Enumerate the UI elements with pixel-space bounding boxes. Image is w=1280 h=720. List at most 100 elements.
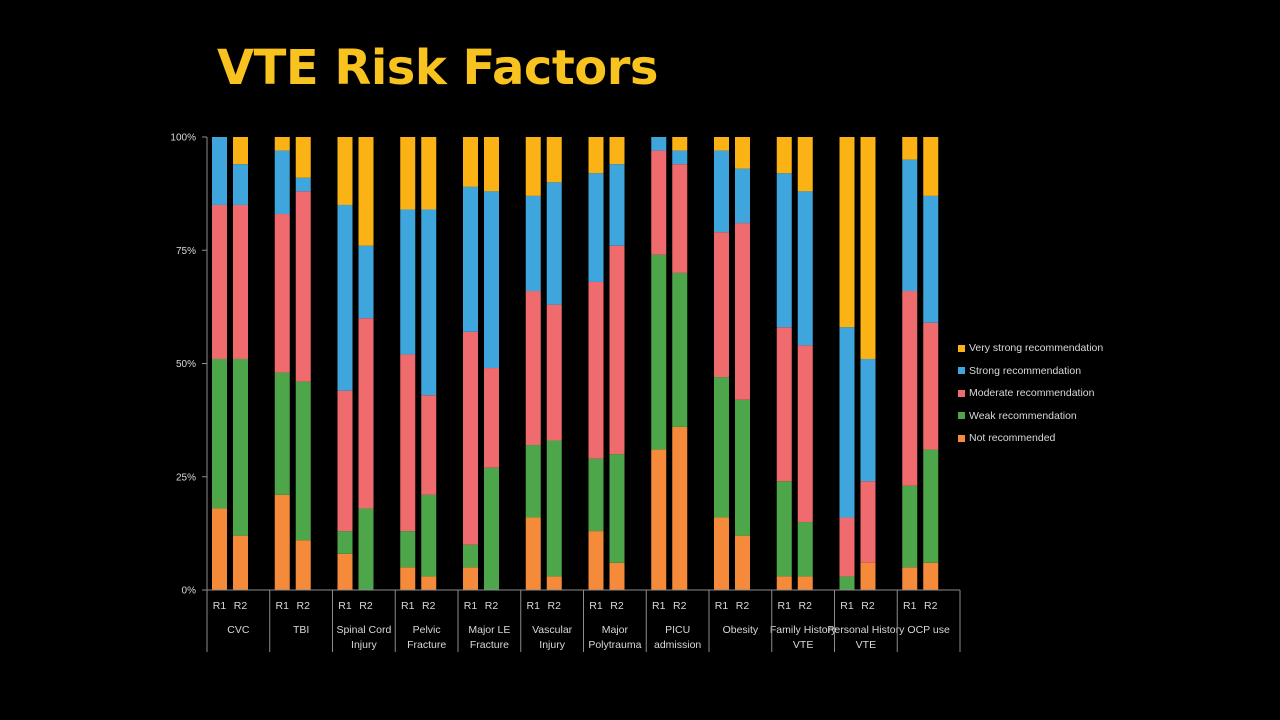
bar-label: R1 [903, 600, 917, 612]
bar-segment [609, 164, 625, 246]
bar-segment [797, 191, 813, 346]
bar-segment [525, 291, 541, 446]
bar-segment [337, 390, 353, 532]
bar-label: R1 [527, 600, 541, 612]
bar-segment [484, 368, 499, 468]
bar-label: R2 [673, 600, 687, 612]
bar-label: R2 [485, 600, 499, 612]
legend-swatch [958, 389, 965, 397]
bar-segment [233, 358, 248, 536]
bar-label: R1 [338, 600, 352, 612]
group-label-line: Injury [539, 639, 565, 651]
bar-segment [797, 137, 813, 192]
bar-segment [735, 137, 750, 169]
bar-segment [714, 517, 729, 590]
bar-segment [672, 137, 688, 151]
bar-segment [546, 137, 562, 183]
group-label-line: Obesity [723, 624, 759, 636]
legend-swatch [958, 412, 965, 420]
bar-segment [672, 164, 688, 273]
bar-segment [421, 209, 437, 396]
legend-swatch [958, 344, 965, 352]
bar-label: R2 [234, 600, 248, 612]
bar-label: R1 [276, 600, 290, 612]
group-label: Spinal Cord Injury [336, 624, 391, 651]
bar-segment [484, 191, 499, 369]
bar-label: R2 [861, 600, 875, 612]
group-label-line: Major [602, 624, 629, 636]
bar-label: R1 [652, 600, 666, 612]
bar-segment [714, 377, 729, 518]
bar-segment [902, 291, 918, 486]
bar-segment [233, 164, 248, 205]
bar-segment [609, 562, 625, 590]
legend-label: Strong recommendation [969, 364, 1082, 377]
bar-segment [902, 159, 918, 292]
bar-segment [546, 182, 562, 305]
group-label-line: TBI [293, 624, 309, 636]
group-label-line: VTE [793, 639, 813, 651]
bar-segment [463, 544, 478, 568]
legend-item: Not recommended [958, 427, 1103, 450]
bar-label: R1 [840, 600, 854, 612]
bar-segment [295, 177, 311, 192]
bar-segment [463, 331, 478, 545]
group-label-line: Vascular [532, 624, 573, 636]
bar-segment [400, 567, 416, 590]
group-label: OCP use [907, 624, 950, 636]
bar-segment [484, 467, 499, 590]
bar-segment [421, 395, 437, 495]
group-label-line: VTE [856, 639, 876, 651]
group-label-line: PICU [665, 624, 690, 636]
bar-segment [776, 173, 792, 328]
bar-segment [588, 281, 604, 459]
legend-label: Weak recommendation [969, 409, 1077, 422]
bar-label: R1 [778, 600, 792, 612]
bar-segment [609, 245, 625, 455]
bar-segment [337, 531, 353, 554]
bar-segment [651, 449, 667, 590]
bar-segment [902, 137, 918, 160]
bar-segment [923, 322, 939, 450]
bar-segment [714, 150, 729, 233]
legend-swatch [958, 367, 965, 375]
bar-segment [274, 214, 290, 373]
bar-segment [776, 327, 792, 482]
bar-segment [400, 209, 416, 355]
group-label-line: Major LE [468, 624, 510, 636]
bar-segment [274, 137, 290, 151]
bar-segment [860, 137, 876, 359]
bar-segment [525, 195, 541, 292]
bar-segment [295, 381, 311, 541]
group-label: TBI [293, 624, 309, 636]
legend-item: Strong recommendation [958, 360, 1103, 383]
bar-segment [860, 562, 876, 590]
legend-item: Weak recommendation [958, 405, 1103, 428]
bar-segment [295, 137, 311, 178]
bar-segment [651, 150, 667, 255]
bar-segment [839, 327, 855, 518]
bar-segment [274, 150, 290, 215]
group-label-line: Pelvic [413, 624, 441, 636]
bar-label: R1 [401, 600, 415, 612]
bar-segment [735, 535, 750, 590]
bar-segment [212, 137, 227, 205]
bar-segment [797, 576, 813, 590]
group-label: Family History VTE [770, 624, 837, 651]
bar-segment [609, 454, 625, 563]
bar-segment [463, 567, 478, 590]
bar-segment [672, 150, 688, 165]
legend-label: Moderate recommendation [969, 387, 1095, 400]
bar-label: R2 [548, 600, 562, 612]
bar-segment [923, 449, 939, 563]
bar-segment [735, 168, 750, 224]
group-label-line: Spinal Cord [336, 624, 391, 636]
bar-segment [588, 137, 604, 174]
legend-label: Very strong recommendation [969, 342, 1104, 355]
group-label-line: Injury [351, 639, 377, 651]
group-label: Pelvic Fracture [407, 624, 446, 651]
bar-segment [358, 137, 374, 246]
bar-segment [797, 522, 813, 577]
bar-label: R2 [297, 600, 311, 612]
bar-segment [546, 304, 562, 441]
